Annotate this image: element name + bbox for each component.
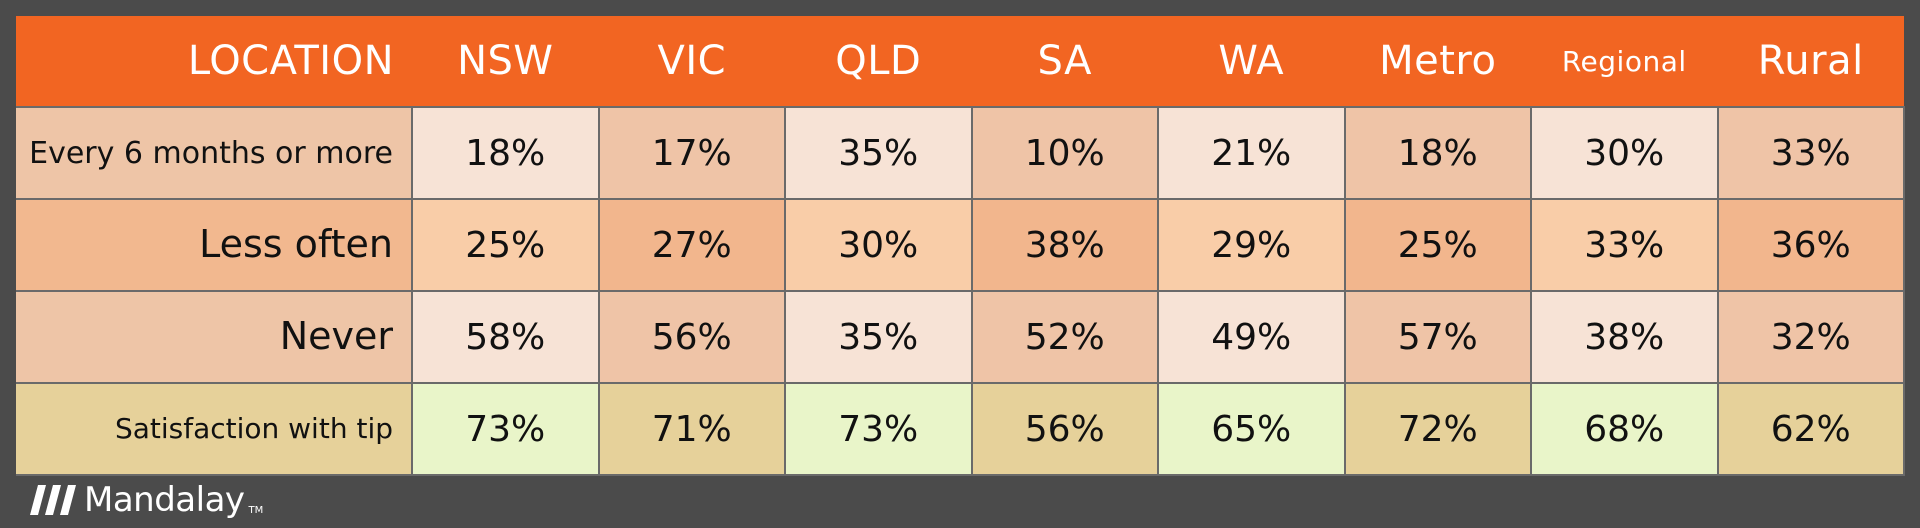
table-cell: 25% — [411, 198, 600, 292]
mandalay-slash-logo-icon — [30, 485, 76, 515]
header-regional: Regional — [1531, 16, 1718, 107]
results-table-frame: LOCATION NSW VIC QLD SA WA Metro Regiona… — [16, 16, 1905, 476]
location-results-table: LOCATION NSW VIC QLD SA WA Metro Regiona… — [16, 16, 1905, 476]
table-cell: 58% — [411, 290, 600, 384]
row-label-never: Never — [16, 290, 413, 384]
table-cell: 49% — [1157, 290, 1346, 384]
row-label-less-often: Less often — [16, 198, 413, 292]
header-metro: Metro — [1344, 16, 1531, 107]
table-cell: 30% — [1530, 106, 1719, 200]
header-qld: QLD — [785, 16, 972, 107]
table-cell: 57% — [1343, 290, 1532, 384]
table-cell: 33% — [1530, 198, 1719, 292]
table-cell: 35% — [784, 290, 973, 384]
table-cell: 38% — [970, 198, 1159, 292]
table-cell: 32% — [1716, 290, 1905, 384]
header-row: LOCATION NSW VIC QLD SA WA Metro Regiona… — [16, 16, 1904, 107]
table-cell: 65% — [1157, 382, 1346, 476]
table-cell: 18% — [1343, 106, 1532, 200]
table-cell: 56% — [970, 382, 1159, 476]
table-cell: 29% — [1157, 198, 1346, 292]
table-cell: 10% — [970, 106, 1159, 200]
header-location: LOCATION — [16, 16, 412, 107]
table-cell: 18% — [411, 106, 600, 200]
header-wa: WA — [1158, 16, 1345, 107]
header-nsw: NSW — [412, 16, 599, 107]
table-cell: 27% — [597, 198, 786, 292]
row-label-satisfaction: Satisfaction with tip — [16, 382, 413, 476]
header-vic: VIC — [598, 16, 785, 107]
table-cell: 25% — [1343, 198, 1532, 292]
table-cell: 35% — [784, 106, 973, 200]
table-cell: 72% — [1343, 382, 1532, 476]
header-sa: SA — [971, 16, 1158, 107]
header-rural: Rural — [1717, 16, 1904, 107]
mandalay-logo: Mandalay TM — [30, 480, 263, 520]
table-cell: 62% — [1716, 382, 1905, 476]
logo-wordmark: Mandalay — [84, 480, 245, 520]
table-cell: 68% — [1530, 382, 1719, 476]
table-cell: 52% — [970, 290, 1159, 384]
table-cell: 33% — [1716, 106, 1905, 200]
trademark-mark: TM — [248, 505, 264, 516]
table-cell: 17% — [597, 106, 786, 200]
table-row: Satisfaction with tip 73% 71% 73% 56% 65… — [16, 382, 1905, 476]
table-cell: 73% — [784, 382, 973, 476]
table-cell: 38% — [1530, 290, 1719, 384]
table-cell: 73% — [411, 382, 600, 476]
table-cell: 36% — [1716, 198, 1905, 292]
table-cell: 21% — [1157, 106, 1346, 200]
table-cell: 56% — [597, 290, 786, 384]
table-cell: 71% — [597, 382, 786, 476]
table-row: Less often 25% 27% 30% 38% 29% 25% 33% 3… — [16, 198, 1905, 292]
table-row: Every 6 months or more 18% 17% 35% 10% 2… — [16, 106, 1905, 200]
table-row: Never 58% 56% 35% 52% 49% 57% 38% 32% — [16, 290, 1905, 384]
table-cell: 30% — [784, 198, 973, 292]
row-label-every-6-months: Every 6 months or more — [16, 106, 413, 200]
